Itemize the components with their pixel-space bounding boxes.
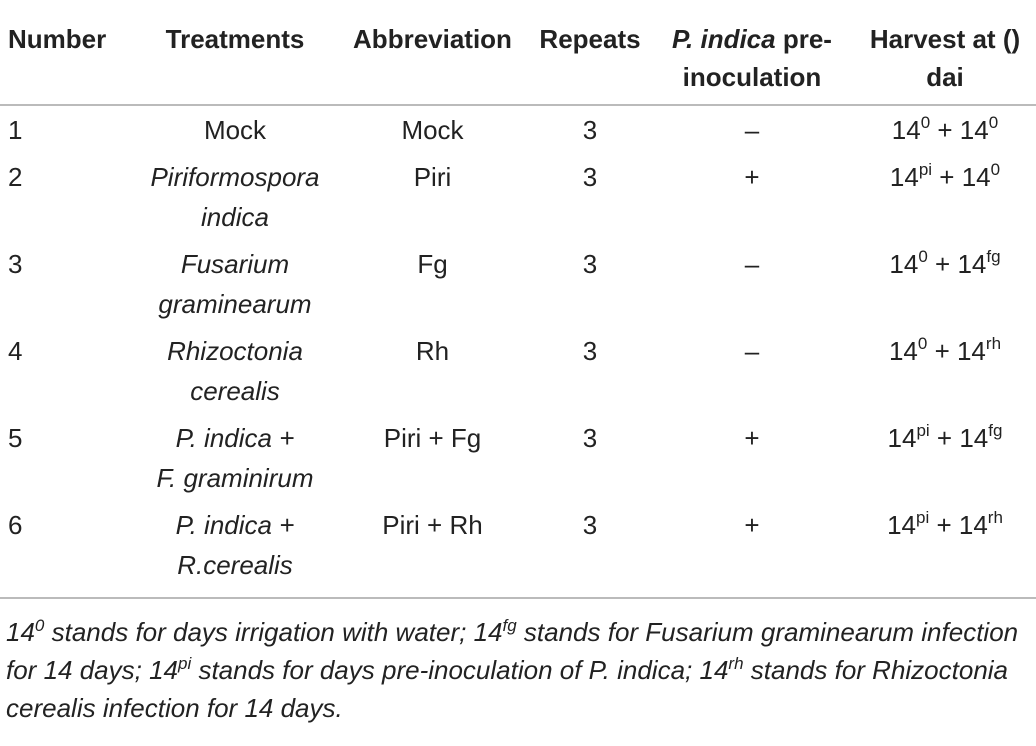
column-header: P. indica pre-inoculation bbox=[650, 0, 854, 106]
treatment-cell: Rhizoctonia cerealis bbox=[135, 327, 335, 414]
table-row: 1 Mock Mock 3–140 + 140 bbox=[0, 105, 1036, 153]
text-run: + 14 bbox=[932, 162, 991, 192]
column-header: Repeats bbox=[530, 0, 650, 106]
header-row: Number Treatments Abbreviation Repeats P. in… bbox=[0, 0, 1036, 106]
treatment-cell: Fusarium graminearum bbox=[135, 240, 335, 327]
abbreviation-cell: Rh bbox=[415, 336, 450, 366]
harvest-cell: 14pi + 14rh bbox=[854, 501, 1036, 599]
treatment-line: R.cerealis bbox=[177, 550, 293, 580]
text-run: 14 bbox=[889, 249, 919, 279]
superscript: 0 bbox=[918, 247, 928, 266]
superscript: pi bbox=[918, 160, 933, 179]
pre-inoculation-cell: + bbox=[650, 501, 854, 599]
superscript: pi bbox=[178, 654, 192, 673]
table-body: 1 Mock Mock 3–140 + 140 2 Piriformospora indic… bbox=[0, 105, 1036, 599]
footnote: 140 stands for days irrigation with wate… bbox=[0, 599, 1036, 727]
abbreviation-cell: Mock bbox=[401, 115, 464, 145]
abbreviation-cell: Fg bbox=[417, 249, 448, 279]
superscript: 0 bbox=[990, 160, 1001, 179]
abbreviation-cell: Piri + Rh bbox=[335, 501, 530, 599]
header-italic: P. indica bbox=[672, 24, 776, 54]
superscript: fg bbox=[502, 616, 517, 635]
text-run: 14 bbox=[889, 162, 919, 192]
number-cell: 4 bbox=[8, 336, 23, 366]
text-run: 14 bbox=[6, 617, 35, 647]
harvest-cell: 140 + 14fg bbox=[854, 240, 1036, 327]
repeats-cell: 3 bbox=[530, 501, 650, 599]
treatment-line: P. indica + bbox=[175, 510, 295, 540]
treatment-cell: P. indica + R.cerealis bbox=[135, 501, 335, 599]
treatment-line: P. indica + bbox=[175, 423, 295, 453]
table-row: 5 P. indica + F. graminirum Piri + Fg 3 +14pi… bbox=[0, 414, 1036, 501]
treatment-line: indica bbox=[201, 202, 269, 232]
table-row: 2 Piriformospora indica Piri 3 +14pi + 140 bbox=[0, 153, 1036, 240]
treatment-cell: Mock bbox=[135, 105, 335, 153]
superscript: fg bbox=[988, 421, 1003, 440]
pre-inoculation-cell: + bbox=[744, 423, 760, 453]
superscript: fg bbox=[986, 247, 1001, 266]
table-row: 3 Fusarium graminearum Fg 3 – 140 + 14fg bbox=[0, 240, 1036, 327]
superscript: rh bbox=[728, 654, 744, 673]
harvest-cell: 140 + 14rh bbox=[854, 327, 1036, 414]
treatment-table: Number Treatments Abbreviation Repeats P. in… bbox=[0, 0, 1036, 599]
pre-inoculation-cell: – bbox=[744, 249, 760, 279]
repeats-cell: 3 bbox=[582, 336, 598, 366]
superscript: rh bbox=[985, 334, 1002, 353]
superscript: 0 bbox=[920, 113, 931, 132]
superscript: pi bbox=[916, 508, 930, 527]
number-cell: 5 bbox=[8, 423, 23, 453]
superscript: pi bbox=[916, 421, 930, 440]
text-run: stands for Fusarium graminearum infectio… bbox=[6, 617, 1019, 685]
repeats-cell: 3 bbox=[582, 423, 598, 453]
number-cell: 2 bbox=[8, 162, 23, 192]
text-run: 14 bbox=[887, 510, 916, 540]
pre-inoculation-cell: – bbox=[744, 336, 760, 366]
text-run: + 14 bbox=[927, 249, 987, 279]
treatment-line: F. graminirum bbox=[156, 463, 314, 493]
harvest-cell: 14pi + 14fg bbox=[854, 414, 1036, 501]
column-header: Harvest at () dai bbox=[854, 0, 1036, 106]
treatment-line: Rhizoctonia bbox=[167, 336, 303, 366]
table-row: 6 P. indica + R.cerealis Piri + Rh 3 +14pi + … bbox=[0, 501, 1036, 599]
table-row: 4 Rhizoctonia cerealis Rh 3 – 140 + 14rh bbox=[0, 327, 1036, 414]
column-header: Treatments bbox=[135, 0, 335, 106]
text-run: 14 bbox=[887, 423, 917, 453]
text-run: 14 bbox=[888, 336, 918, 366]
text-run: + 14 bbox=[929, 423, 989, 453]
harvest-cell: 14pi + 140 bbox=[854, 153, 1036, 240]
treatment-line: Piriformospora bbox=[150, 162, 320, 192]
number-cell: 3 bbox=[8, 249, 23, 279]
treatment-cell: P. indica + F. graminirum bbox=[135, 414, 335, 501]
column-header: Number bbox=[0, 0, 135, 106]
pre-inoculation-cell: – bbox=[744, 115, 760, 145]
superscript: rh bbox=[987, 508, 1003, 527]
treatment-line: Mock bbox=[203, 115, 267, 145]
text-run: + 14 bbox=[927, 336, 986, 366]
superscript: 0 bbox=[34, 616, 45, 635]
text-run: + 14 bbox=[929, 510, 988, 540]
text-run: 14 bbox=[891, 115, 921, 145]
harvest-cell: 140 + 140 bbox=[854, 105, 1036, 153]
text-run: stands for days irrigation with water; 1… bbox=[44, 617, 503, 647]
treatment-line: cerealis bbox=[190, 376, 280, 406]
superscript: 0 bbox=[917, 334, 928, 353]
treatment-line: Fusarium bbox=[180, 249, 290, 279]
repeats-cell: 3 bbox=[582, 162, 598, 192]
pre-inoculation-cell: + bbox=[744, 162, 760, 192]
treatment-cell: Piriformospora indica bbox=[135, 153, 335, 240]
header-text: pre-inoculation bbox=[682, 24, 832, 92]
number-cell: 1 bbox=[8, 115, 23, 145]
treatment-line: graminearum bbox=[158, 289, 312, 319]
text-run: stands for Rhizoctonia cerealis infectio… bbox=[6, 655, 1009, 723]
number-cell: 6 bbox=[0, 501, 135, 599]
repeats-cell: 3 bbox=[582, 249, 598, 279]
superscript: 0 bbox=[988, 113, 999, 132]
text-run: + 14 bbox=[930, 115, 989, 145]
repeats-cell: 3 bbox=[582, 115, 598, 145]
column-header: Abbreviation bbox=[335, 0, 530, 106]
abbreviation-cell: Piri + Fg bbox=[383, 423, 482, 453]
text-run: stands for days pre-inoculation of P. in… bbox=[191, 655, 729, 685]
abbreviation-cell: Piri bbox=[413, 162, 452, 192]
